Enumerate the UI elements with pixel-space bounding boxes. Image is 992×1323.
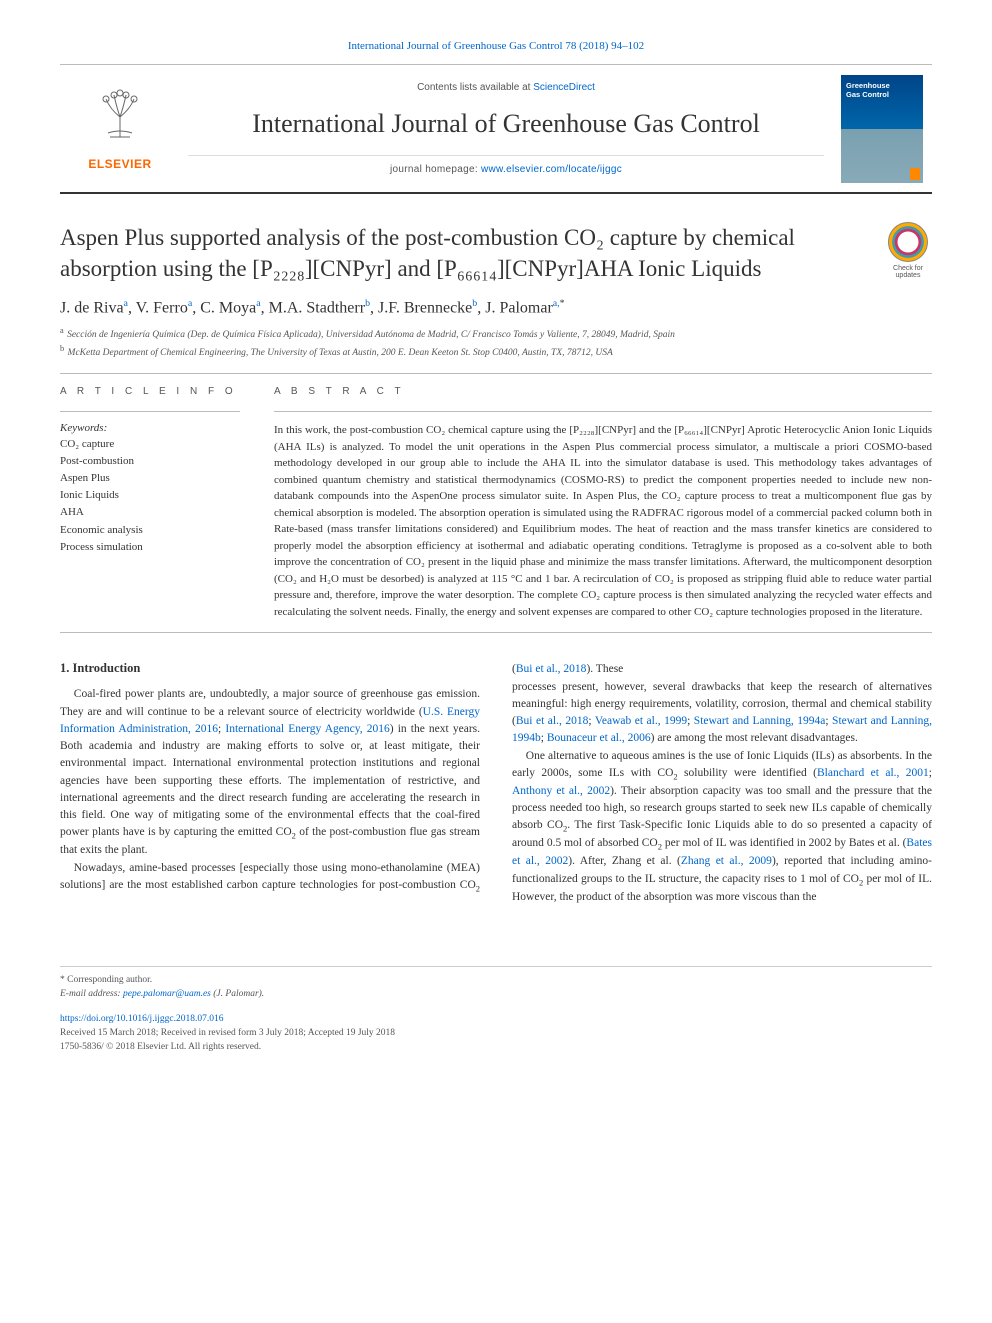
keyword: Ionic Liquids: [60, 487, 240, 504]
keyword: Aspen Plus: [60, 470, 240, 487]
keyword: Process simulation: [60, 539, 240, 556]
check-updates-badge[interactable]: Check for updates: [884, 222, 932, 279]
article-info-column: A R T I C L E I N F O Keywords: CO₂ capt…: [60, 386, 240, 620]
abstract-column: A B S T R A C T In this work, the post-c…: [274, 386, 932, 620]
keyword: CO₂ capture: [60, 436, 240, 453]
divider-above-abstract: [60, 373, 932, 374]
copyright-line: 1750-5836/ © 2018 Elsevier Ltd. All righ…: [60, 1040, 932, 1054]
masthead-center: Contents lists available at ScienceDirec…: [180, 70, 832, 187]
affiliations-block: a Sección de Ingeniería Química (Dep. de…: [60, 325, 932, 361]
badge-text-line1: Check for: [884, 265, 932, 272]
affiliation-b: b McKetta Department of Chemical Enginee…: [60, 343, 932, 361]
author-list: J. de Rivaa, V. Ferroa, C. Moyaa, M.A. S…: [60, 298, 932, 317]
footer-block: * Corresponding author. E-mail address: …: [60, 966, 932, 1054]
publisher-logo-block: ELSEVIER: [60, 65, 180, 192]
keywords-list: CO₂ capture Post-combustion Aspen Plus I…: [60, 436, 240, 555]
abstract-text: In this work, the post-combustion CO₂ ch…: [274, 422, 932, 620]
keyword: Economic analysis: [60, 522, 240, 539]
keywords-label: Keywords:: [60, 422, 240, 434]
cover-corner-icon: [910, 168, 920, 180]
badge-text-line2: updates: [884, 272, 932, 279]
affiliation-a: a Sección de Ingeniería Química (Dep. de…: [60, 325, 932, 343]
article-info-heading: A R T I C L E I N F O: [60, 386, 240, 397]
sciencedirect-link[interactable]: ScienceDirect: [533, 82, 595, 93]
divider-below-abstract: [60, 632, 932, 633]
journal-name: International Journal of Greenhouse Gas …: [188, 109, 824, 139]
cover-title-line2: Gas Control: [846, 90, 918, 99]
journal-homepage-link[interactable]: www.elsevier.com/locate/ijggc: [481, 164, 622, 175]
journal-masthead: ELSEVIER Contents lists available at Sci…: [60, 64, 932, 194]
contents-available-line: Contents lists available at ScienceDirec…: [188, 82, 824, 93]
crossmark-icon: [888, 222, 928, 262]
elsevier-tree-icon: [92, 87, 148, 151]
cover-title-line1: Greenhouse: [846, 81, 918, 90]
article-title: Aspen Plus supported analysis of the pos…: [60, 222, 864, 284]
doi-line: https://doi.org/10.1016/j.ijggc.2018.07.…: [60, 1012, 932, 1026]
journal-homepage-line: journal homepage: www.elsevier.com/locat…: [188, 155, 824, 175]
body-paragraph: processes present, however, several draw…: [512, 679, 932, 748]
intro-heading: 1. Introduction: [60, 661, 480, 676]
running-citation: International Journal of Greenhouse Gas …: [60, 40, 932, 52]
doi-link[interactable]: https://doi.org/10.1016/j.ijggc.2018.07.…: [60, 1014, 223, 1024]
body-two-column: 1. Introduction Coal-fired power plants …: [60, 661, 932, 906]
email-line: E-mail address: pepe.palomar@uam.es (J. …: [60, 987, 932, 1001]
body-paragraph: One alternative to aqueous amines is the…: [512, 748, 932, 907]
keyword: AHA: [60, 504, 240, 521]
abstract-heading: A B S T R A C T: [274, 386, 932, 397]
author-email-link[interactable]: pepe.palomar@uam.es: [123, 989, 211, 999]
elsevier-wordmark: ELSEVIER: [88, 157, 151, 171]
cover-thumbnail-block: Greenhouse Gas Control: [832, 65, 932, 192]
keyword: Post-combustion: [60, 453, 240, 470]
journal-cover-thumbnail: Greenhouse Gas Control: [841, 75, 923, 183]
citation-link[interactable]: International Journal of Greenhouse Gas …: [348, 40, 644, 52]
received-line: Received 15 March 2018; Received in revi…: [60, 1026, 932, 1040]
body-paragraph: Coal-fired power plants are, undoubtedly…: [60, 686, 480, 859]
corresponding-author-note: * Corresponding author.: [60, 973, 932, 987]
